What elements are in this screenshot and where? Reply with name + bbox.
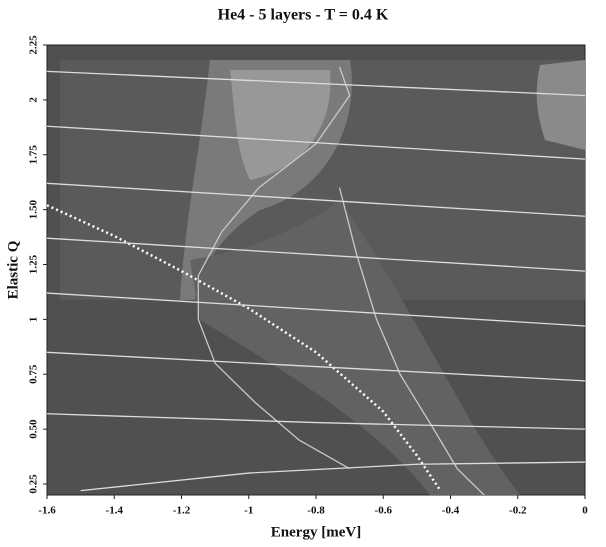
x-axis-title: Energy [meV] bbox=[271, 524, 361, 540]
x-tick-label: 0 bbox=[582, 505, 588, 517]
x-tick-label: -0.8 bbox=[307, 505, 325, 517]
y-tick-label: 1.75 bbox=[28, 145, 40, 165]
x-tick-label: -0.2 bbox=[509, 505, 527, 517]
y-tick-label: 1.50 bbox=[28, 200, 40, 220]
x-tick-label: -1.6 bbox=[38, 505, 56, 517]
y-tick-label: 1.25 bbox=[28, 254, 40, 274]
y-tick-label: 0.50 bbox=[28, 419, 40, 439]
x-tick-label: -1.2 bbox=[173, 505, 191, 517]
y-tick-label: 2 bbox=[28, 97, 40, 103]
x-tick-label: -1.4 bbox=[106, 505, 124, 517]
y-tick-label: 0.75 bbox=[28, 364, 40, 384]
x-tick-label: -1 bbox=[244, 505, 253, 517]
chart: He4 - 5 layers - T = 0.4 K Energy [meV] … bbox=[0, 0, 606, 547]
y-tick-label: 1 bbox=[28, 317, 40, 323]
x-tick-label: -0.4 bbox=[442, 505, 460, 517]
chart-title: He4 - 5 layers - T = 0.4 K bbox=[218, 7, 389, 24]
y-axis-title: Elastic Q bbox=[5, 240, 21, 299]
x-tick-label: -0.6 bbox=[375, 505, 393, 517]
y-tick-label: 2.25 bbox=[28, 35, 40, 55]
y-tick-label: 0.25 bbox=[28, 474, 40, 494]
